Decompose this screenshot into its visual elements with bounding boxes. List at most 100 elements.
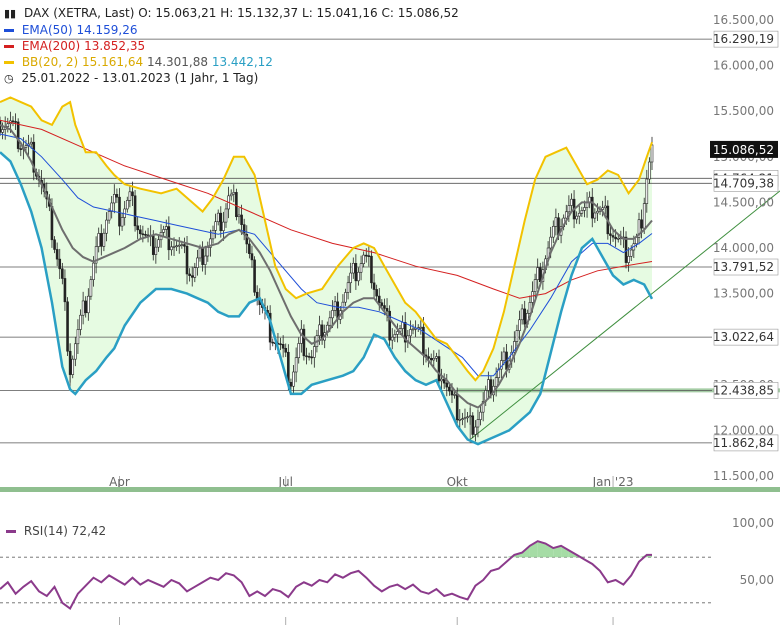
candle-body (211, 230, 215, 240)
candle-body (629, 249, 633, 257)
candle-body (375, 289, 378, 297)
candle-body (11, 120, 15, 123)
high-value: H: 15.132,37 (220, 6, 299, 20)
candle-body (351, 263, 355, 274)
candle-body (55, 249, 59, 260)
candle-body (390, 336, 394, 341)
candle-body (564, 211, 568, 219)
low-value: L: 15.041,16 (302, 6, 378, 20)
candle-body (349, 272, 352, 284)
candle-body (29, 141, 33, 145)
candle-body (344, 292, 347, 303)
candle-body (432, 357, 436, 361)
candle-body (203, 255, 207, 265)
candle-body (170, 246, 173, 251)
candle-body (102, 232, 106, 247)
candle-body (14, 121, 17, 123)
candle-body (297, 343, 301, 359)
candle-body (209, 238, 212, 248)
candle-body (487, 379, 490, 391)
candle-body (364, 254, 368, 257)
candle-body (162, 229, 165, 233)
candle-body (151, 235, 155, 255)
level-label-box (713, 258, 779, 276)
bb-upper-value: 15.161,64 (82, 55, 144, 69)
ema200-label: EMA(200) (21, 39, 81, 53)
candle-body (66, 301, 69, 352)
candle-body (637, 219, 641, 238)
candle-body (474, 426, 477, 435)
candle-body (380, 302, 384, 306)
candle-body (570, 198, 573, 206)
ema50-line (0, 133, 653, 377)
candle-body (81, 300, 85, 316)
candle-body (125, 200, 129, 210)
candle-body (341, 301, 345, 312)
bb-lower-value: 13.442,12 (211, 55, 273, 69)
rsi-legend[interactable]: RSI(14) 72,42 (6, 524, 106, 538)
level-label-box (713, 328, 779, 346)
candle-body (551, 225, 555, 238)
candle-body (287, 351, 290, 383)
candle-body (255, 291, 259, 299)
bb-band-fill (0, 97, 652, 445)
legend-ema200[interactable]: EMA(200) 13.852,35 (4, 38, 459, 54)
rsi-label: RSI(14) (23, 524, 68, 538)
x-tick-label: Okt (447, 475, 468, 489)
chart-legend: ▮▮ DAX (XETRA, Last) O: 15.063,21 H: 15.… (4, 5, 459, 87)
candle-body (403, 322, 407, 343)
legend-bb[interactable]: BB(20, 2) 15.161,64 14.301,88 13.442,12 (4, 54, 459, 70)
candle-body (112, 194, 116, 204)
candle-body (377, 295, 381, 304)
candle-body (310, 356, 314, 359)
candle-body (79, 314, 82, 330)
y-tick-label: 16.500,00 (713, 13, 774, 27)
x-tick-label: Jul (277, 475, 292, 489)
candle-body (154, 246, 158, 255)
price-panel: 11.500,0012.000,0012.500,0013.000,0013.5… (0, 13, 780, 492)
level-label: 13.022,64 (713, 330, 774, 344)
y-tick-label: 16.000,00 (713, 59, 774, 73)
x-tick-label: Jan '23 (592, 475, 634, 489)
candle-body (115, 194, 119, 198)
candle-body (32, 141, 36, 173)
candle-body (370, 255, 373, 284)
candle-body (419, 326, 423, 329)
candle-body (453, 394, 456, 396)
candle-body (401, 322, 404, 329)
symbol-label: DAX (XETRA, Last) (23, 6, 135, 20)
candle-body (190, 275, 194, 278)
candle-body (294, 357, 298, 373)
candle-body (188, 273, 191, 276)
candle-body (435, 356, 438, 359)
candle-body (494, 377, 498, 387)
legend-ema50[interactable]: EMA(50) 14.159,26 (4, 22, 459, 38)
candle-body (235, 192, 238, 218)
candle-body (271, 341, 275, 344)
bb-upper-line (0, 96, 653, 382)
candle-body (640, 219, 643, 229)
candle-body (331, 310, 334, 319)
candle-body (396, 331, 399, 335)
rsi-swatch (6, 530, 16, 533)
candle-body (250, 253, 254, 261)
candle-body (513, 341, 516, 353)
candle-body (388, 310, 391, 341)
candle-body (354, 263, 358, 282)
bb-swatch (4, 61, 14, 64)
candle-body (520, 308, 524, 321)
candle-body (448, 386, 451, 392)
candle-body (468, 415, 472, 418)
candle-body (229, 193, 233, 197)
candle-body (536, 267, 540, 280)
candle-body (107, 211, 111, 221)
bb-lower-line (0, 151, 654, 446)
candle-body (138, 229, 142, 235)
level-label: 14.709,38 (713, 176, 774, 190)
candle-body (346, 282, 350, 293)
y-tick-label: 14.000,00 (713, 241, 774, 255)
chart-type-icon[interactable]: ▮▮ (4, 7, 17, 20)
last-price-label: 15.086,52 (713, 143, 774, 157)
candle-body (284, 347, 288, 353)
